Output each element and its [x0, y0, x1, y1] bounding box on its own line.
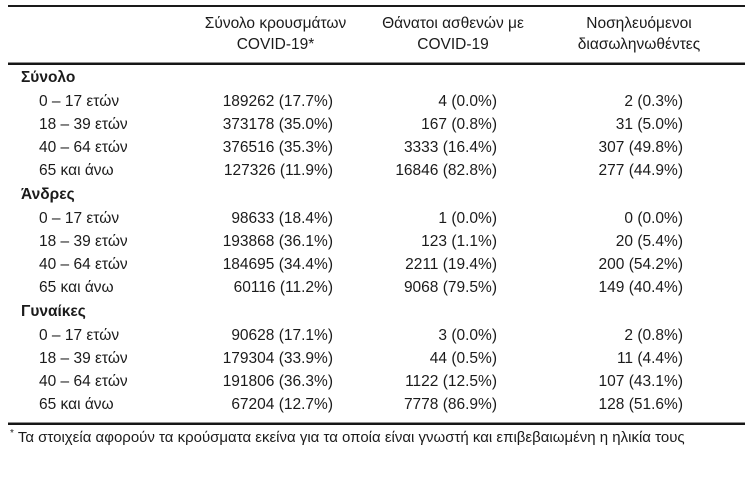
cases-value-cell: 67204 (12.7%) [231, 396, 333, 413]
cases-value-cell: 179304 (33.9%) [222, 350, 333, 367]
cases-value-cell: 189262 (17.7%) [222, 93, 333, 110]
deaths-value-cell: 2211 (19.4%) [405, 256, 497, 273]
age-group-cell: 65 και άνω [39, 396, 114, 413]
intubated-value-cell: 2 (0.3%) [624, 93, 683, 110]
table-row: 0 – 17 ετών 90628 (17.1%) 3 (0.0%) 2 (0.… [8, 324, 745, 347]
column-header-line: Σύνολο κρουσμάτων [204, 15, 347, 32]
intubated-value-cell: 31 (5.0%) [615, 116, 683, 133]
column-header-intubated: Νοσηλευόμενοι διασωληνωθέντες [533, 13, 745, 55]
section-label: Γυναίκες [21, 303, 86, 320]
column-header-line: COVID-19* [236, 36, 315, 53]
table-row: 0 – 17 ετών 98633 (18.4%) 1 (0.0%) 0 (0.… [8, 207, 745, 230]
deaths-value-cell: 16846 (82.8%) [395, 162, 497, 179]
table-row: 40 – 64 ετών 376516 (35.3%) 3333 (16.4%)… [8, 136, 745, 159]
cases-value-cell: 193868 (36.1%) [222, 233, 333, 250]
intubated-value-cell: 0 (0.0%) [624, 210, 683, 227]
deaths-value-cell: 123 (1.1%) [421, 233, 497, 250]
intubated-value-cell: 277 (44.9%) [598, 162, 683, 179]
deaths-value-cell: 3333 (16.4%) [403, 139, 497, 156]
deaths-value-cell: 4 (0.0%) [438, 93, 497, 110]
section-label: Σύνολο [21, 69, 76, 86]
header-separator-rule [8, 62, 745, 65]
intubated-value-cell: 307 (49.8%) [598, 139, 683, 156]
section-header-men: Άνδρες [8, 182, 745, 207]
deaths-value-cell: 1 (0.0%) [438, 210, 497, 227]
table-row: 65 και άνω 60116 (11.2%) 9068 (79.5%) 14… [8, 276, 745, 299]
column-header-deaths: Θάνατοι ασθενών με COVID-19 [373, 13, 533, 55]
intubated-value-cell: 128 (51.6%) [598, 396, 683, 413]
age-group-cell: 40 – 64 ετών [39, 139, 128, 156]
table-row: 40 – 64 ετών 191806 (36.3%) 1122 (12.5%)… [8, 370, 745, 393]
deaths-value-cell: 3 (0.0%) [438, 327, 497, 344]
cases-value-cell: 60116 (11.2%) [233, 279, 333, 296]
column-header-total-cases: Σύνολο κρουσμάτων COVID-19* [178, 13, 373, 55]
table-row: 18 – 39 ετών 179304 (33.9%) 44 (0.5%) 11… [8, 347, 745, 370]
table-header-row: Σύνολο κρουσμάτων COVID-19* Θάνατοι ασθε… [8, 7, 745, 62]
intubated-value-cell: 107 (43.1%) [598, 373, 683, 390]
intubated-value-cell: 149 (40.4%) [598, 279, 683, 296]
deaths-value-cell: 167 (0.8%) [421, 116, 497, 133]
cases-value-cell: 90628 (17.1%) [231, 327, 333, 344]
age-group-cell: 0 – 17 ετών [39, 327, 120, 344]
deaths-value-cell: 1122 (12.5%) [405, 373, 497, 390]
table-footnote: * Τα στοιχεία αφορούν τα κρούσματα εκείν… [8, 428, 745, 448]
table-row: 0 – 17 ετών 189262 (17.7%) 4 (0.0%) 2 (0… [8, 90, 745, 113]
column-header-line: Νοσηλευόμενοι [586, 15, 692, 32]
age-group-cell: 65 και άνω [39, 162, 114, 179]
covid-age-statistics-table: Σύνολο κρουσμάτων COVID-19* Θάνατοι ασθε… [8, 5, 745, 448]
table-row: 40 – 64 ετών 184695 (34.4%) 2211 (19.4%)… [8, 253, 745, 276]
section-header-total: Σύνολο [8, 65, 745, 90]
column-header-line: διασωληνωθέντες [577, 36, 701, 53]
table-row: 65 και άνω 67204 (12.7%) 7778 (86.9%) 12… [8, 393, 745, 416]
column-header-line: Θάνατοι ασθενών με [382, 15, 524, 32]
deaths-value-cell: 7778 (86.9%) [403, 396, 497, 413]
table-row: 18 – 39 ετών 193868 (36.1%) 123 (1.1%) 2… [8, 230, 745, 253]
deaths-value-cell: 9068 (79.5%) [403, 279, 497, 296]
age-group-cell: 18 – 39 ετών [39, 350, 128, 367]
age-group-cell: 40 – 64 ετών [39, 256, 128, 273]
intubated-value-cell: 200 (54.2%) [598, 256, 683, 273]
age-group-cell: 40 – 64 ετών [39, 373, 128, 390]
intubated-value-cell: 11 (4.4%) [616, 350, 683, 367]
age-group-cell: 0 – 17 ετών [39, 93, 120, 110]
age-group-cell: 0 – 17 ετών [39, 210, 120, 227]
footnote-separator-rule [8, 422, 745, 425]
column-header-line: COVID-19 [417, 36, 489, 53]
intubated-value-cell: 20 (5.4%) [615, 233, 683, 250]
table-row: 65 και άνω 127326 (11.9%) 16846 (82.8%) … [8, 159, 745, 182]
cases-value-cell: 376516 (35.3%) [222, 139, 333, 156]
section-label: Άνδρες [21, 186, 75, 203]
age-group-cell: 18 – 39 ετών [39, 116, 128, 133]
footnote-text: Τα στοιχεία αφορούν τα κρούσματα εκείνα … [17, 429, 685, 446]
intubated-value-cell: 2 (0.8%) [624, 327, 683, 344]
table-row: 18 – 39 ετών 373178 (35.0%) 167 (0.8%) 3… [8, 113, 745, 136]
cases-value-cell: 127326 (11.9%) [223, 162, 333, 179]
age-group-cell: 65 και άνω [39, 279, 114, 296]
table-top-rule [8, 5, 745, 7]
cases-value-cell: 98633 (18.4%) [231, 210, 333, 227]
deaths-value-cell: 44 (0.5%) [429, 350, 497, 367]
section-header-women: Γυναίκες [8, 299, 745, 324]
cases-value-cell: 373178 (35.0%) [222, 116, 333, 133]
age-group-cell: 18 – 39 ετών [39, 233, 128, 250]
cases-value-cell: 191806 (36.3%) [222, 373, 333, 390]
cases-value-cell: 184695 (34.4%) [222, 256, 333, 273]
footnote-asterisk: * [10, 428, 14, 439]
